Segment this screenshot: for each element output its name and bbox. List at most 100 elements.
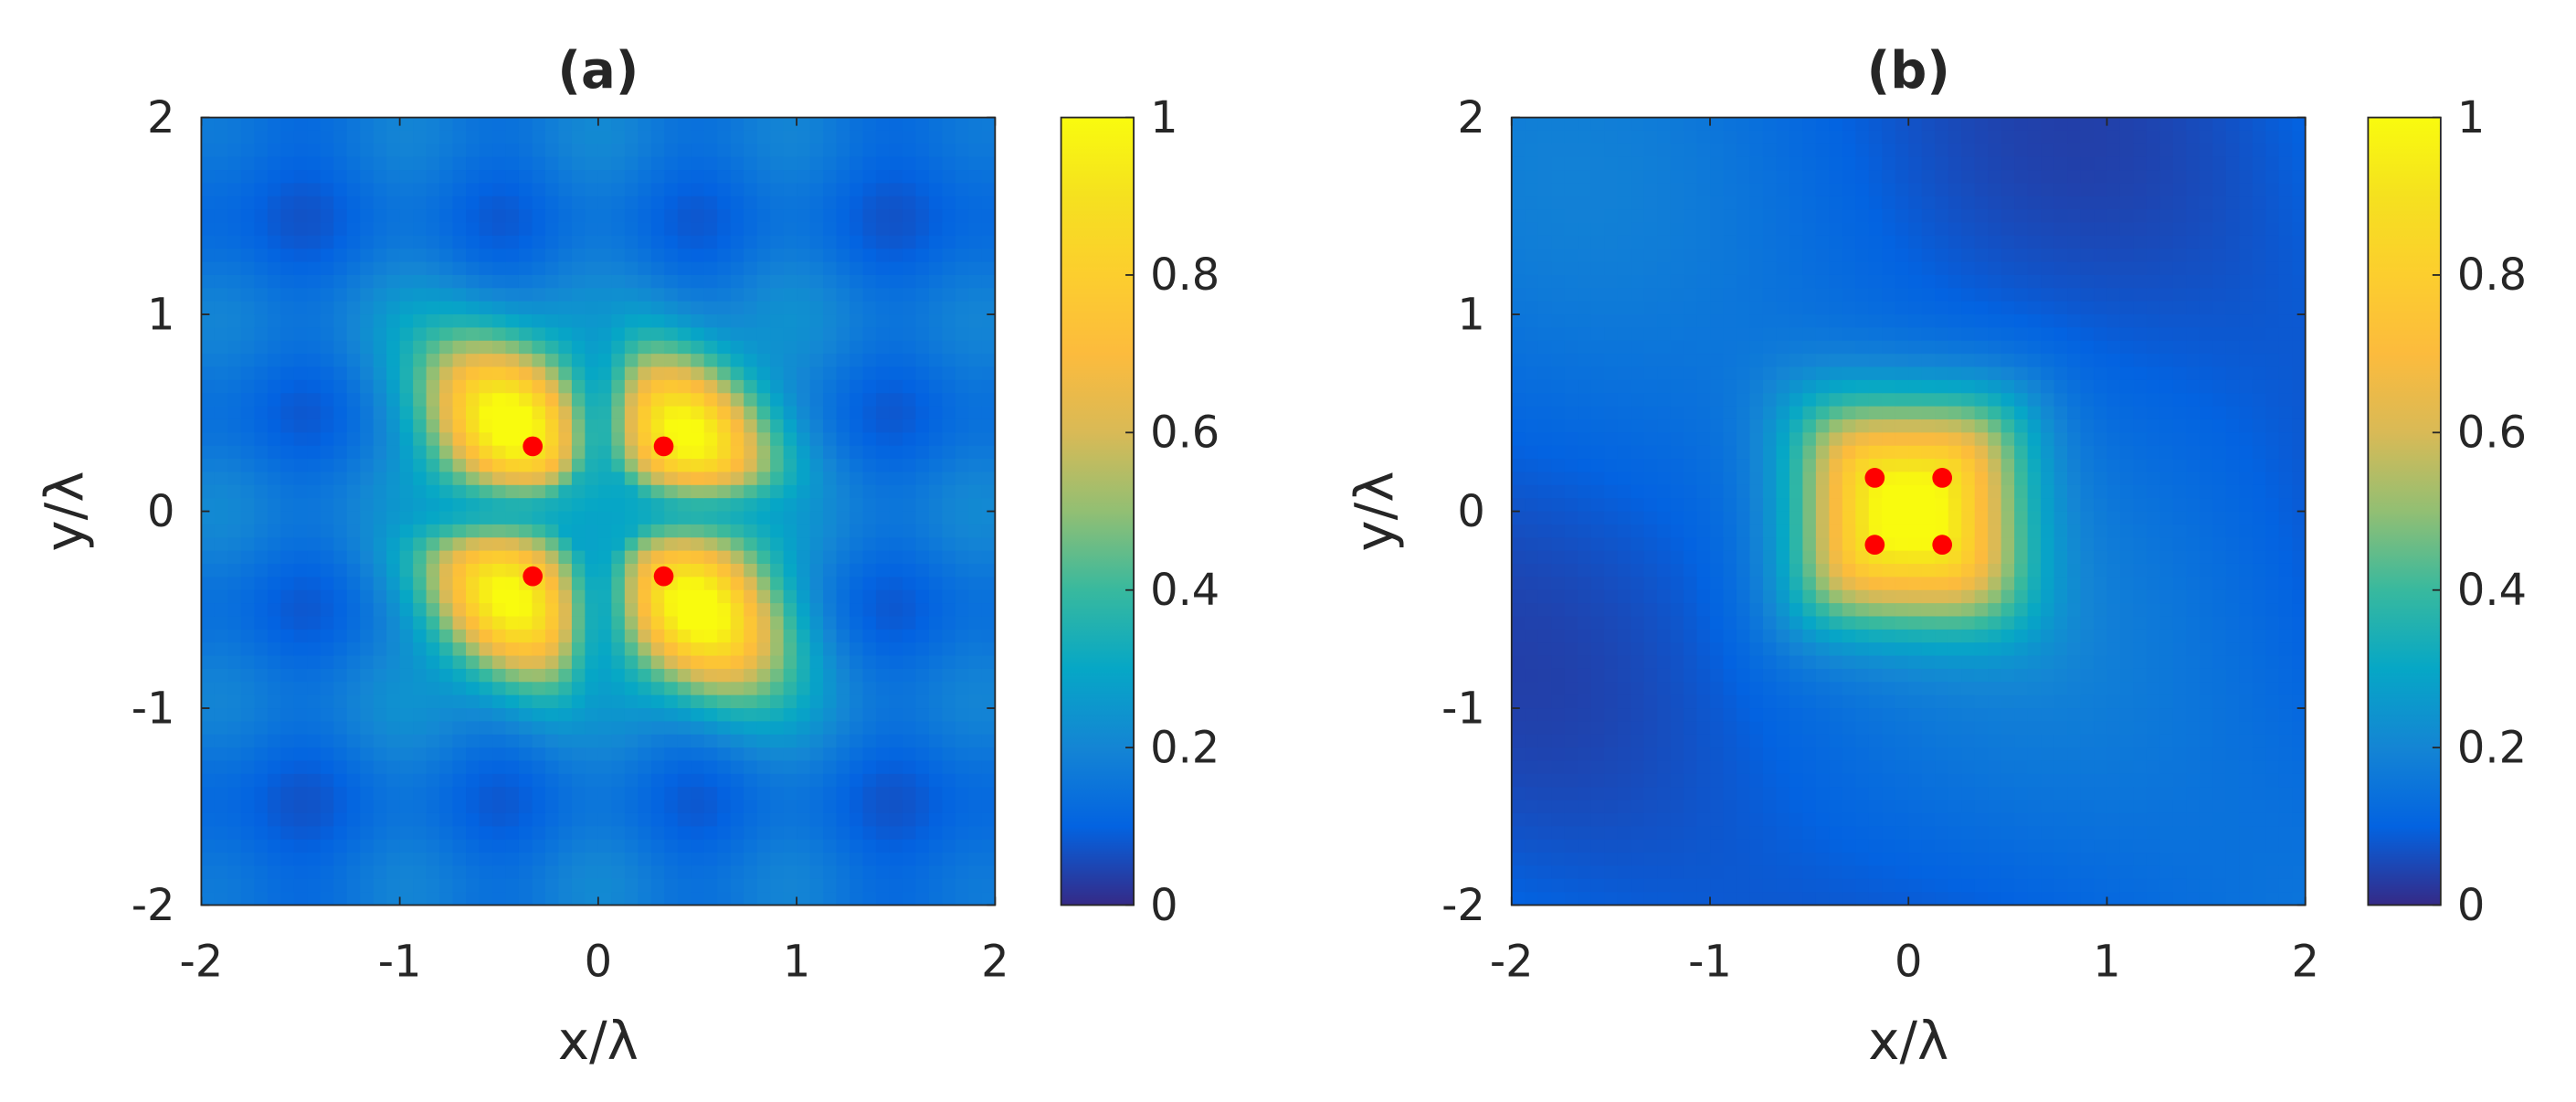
heatmap-cell: [1749, 274, 1764, 289]
heatmap-cell: [1590, 235, 1605, 249]
heatmap-cell: [664, 288, 679, 302]
heatmap-cell: [809, 143, 824, 158]
heatmap-cell: [691, 484, 705, 499]
colorbar-tick-label: 1: [1150, 93, 1177, 143]
heatmap-cell: [730, 472, 744, 486]
heatmap-cell: [809, 196, 824, 210]
heatmap-cell: [505, 393, 520, 408]
heatmap-cell: [452, 812, 467, 827]
heatmap-cell: [1617, 143, 1631, 158]
heatmap-cell: [770, 274, 785, 289]
heatmap-cell: [585, 472, 599, 486]
heatmap-cell: [730, 760, 744, 775]
heatmap-cell: [439, 826, 454, 841]
heatmap-cell: [479, 760, 493, 775]
heatmap-cell: [902, 524, 916, 538]
heatmap-cell: [1670, 261, 1684, 276]
heatmap-cell: [730, 853, 744, 866]
heatmap-cell: [1564, 393, 1578, 408]
heatmap-cell: [942, 773, 956, 788]
heatmap-cell: [677, 354, 692, 368]
heatmap-cell: [677, 419, 692, 433]
heatmap-cell: [399, 616, 414, 630]
heatmap-cell: [809, 668, 824, 683]
heatmap-cell: [439, 498, 454, 513]
heatmap-cell: [240, 301, 255, 315]
heatmap-cell: [797, 642, 811, 657]
heatmap-cell: [1736, 812, 1751, 827]
heatmap-cell: [703, 484, 718, 499]
heatmap-cell: [875, 853, 891, 866]
heatmap-cell: [386, 563, 401, 577]
heatmap-cell: [386, 261, 401, 276]
heatmap-cell: [267, 839, 281, 853]
heatmap-cell: [1564, 760, 1578, 775]
heatmap-cell: [1710, 760, 1725, 775]
heatmap-cell: [1511, 130, 1526, 144]
heatmap-cell: [201, 314, 216, 328]
heatmap-cell: [346, 760, 361, 775]
heatmap-cell: [703, 865, 718, 880]
heatmap-cell: [1723, 734, 1737, 748]
heatmap-cell: [1657, 812, 1672, 827]
heatmap-cell: [717, 616, 732, 630]
heatmap-cell: [479, 682, 493, 696]
heatmap-cell: [439, 524, 454, 538]
heatmap-cell: [1551, 603, 1566, 617]
heatmap-cell: [902, 787, 916, 801]
heatmap-cell: [1643, 261, 1658, 276]
heatmap-cell: [333, 498, 348, 513]
heatmap-cell: [744, 366, 758, 381]
heatmap-cell: [875, 419, 891, 433]
heatmap-cell: [1604, 878, 1619, 893]
heatmap-cell: [915, 327, 930, 342]
heatmap-cell: [1564, 616, 1578, 630]
heatmap-cell: [505, 616, 520, 630]
heatmap-cell: [1617, 170, 1631, 184]
heatmap-cell: [1657, 170, 1672, 184]
heatmap-cell: [677, 406, 692, 420]
heatmap-cell: [558, 734, 573, 748]
heatmap-cell: [386, 760, 401, 775]
heatmap-cell: [611, 589, 626, 604]
heatmap-cell: [333, 603, 348, 617]
heatmap-cell: [320, 708, 334, 722]
heatmap-cell: [426, 170, 440, 184]
heatmap-cell: [850, 301, 864, 315]
heatmap-cell: [1723, 183, 1737, 197]
heatmap-cell: [1537, 577, 1552, 591]
heatmap-cell: [783, 537, 797, 552]
heatmap-cell: [717, 274, 732, 289]
heatmap-cell: [1776, 183, 1790, 197]
heatmap-cell: [280, 511, 295, 525]
heatmap-cell: [1696, 694, 1711, 709]
heatmap-cell: [1776, 853, 1790, 866]
heatmap-cell: [809, 563, 824, 577]
heatmap-cell: [518, 340, 533, 355]
heatmap-cell: [836, 484, 850, 499]
heatmap-cell: [1723, 563, 1737, 577]
heatmap-cell: [240, 472, 255, 486]
heatmap-cell: [1723, 787, 1737, 801]
heatmap-cell: [360, 340, 375, 355]
heatmap-cell: [1670, 537, 1684, 552]
heatmap-cell: [505, 721, 520, 736]
heatmap-cell: [691, 366, 705, 381]
heatmap-cell: [889, 734, 903, 748]
heatmap-cell: [267, 288, 281, 302]
heatmap-cell: [254, 222, 269, 237]
heatmap-cell: [1696, 340, 1711, 355]
heatmap-cell: [1564, 708, 1578, 722]
heatmap-cell: [1710, 747, 1725, 762]
heatmap-cell: [902, 196, 916, 210]
heatmap-cell: [889, 340, 903, 355]
heatmap-cell: [1590, 721, 1605, 736]
heatmap-cell: [1749, 747, 1764, 762]
heatmap-cell: [889, 143, 903, 158]
heatmap-cell: [479, 812, 493, 827]
heatmap-cell: [1670, 459, 1684, 472]
heatmap-cell: [413, 655, 428, 670]
heatmap-cell: [1736, 498, 1751, 513]
heatmap-cell: [1617, 406, 1631, 420]
heatmap-cell: [571, 734, 586, 748]
